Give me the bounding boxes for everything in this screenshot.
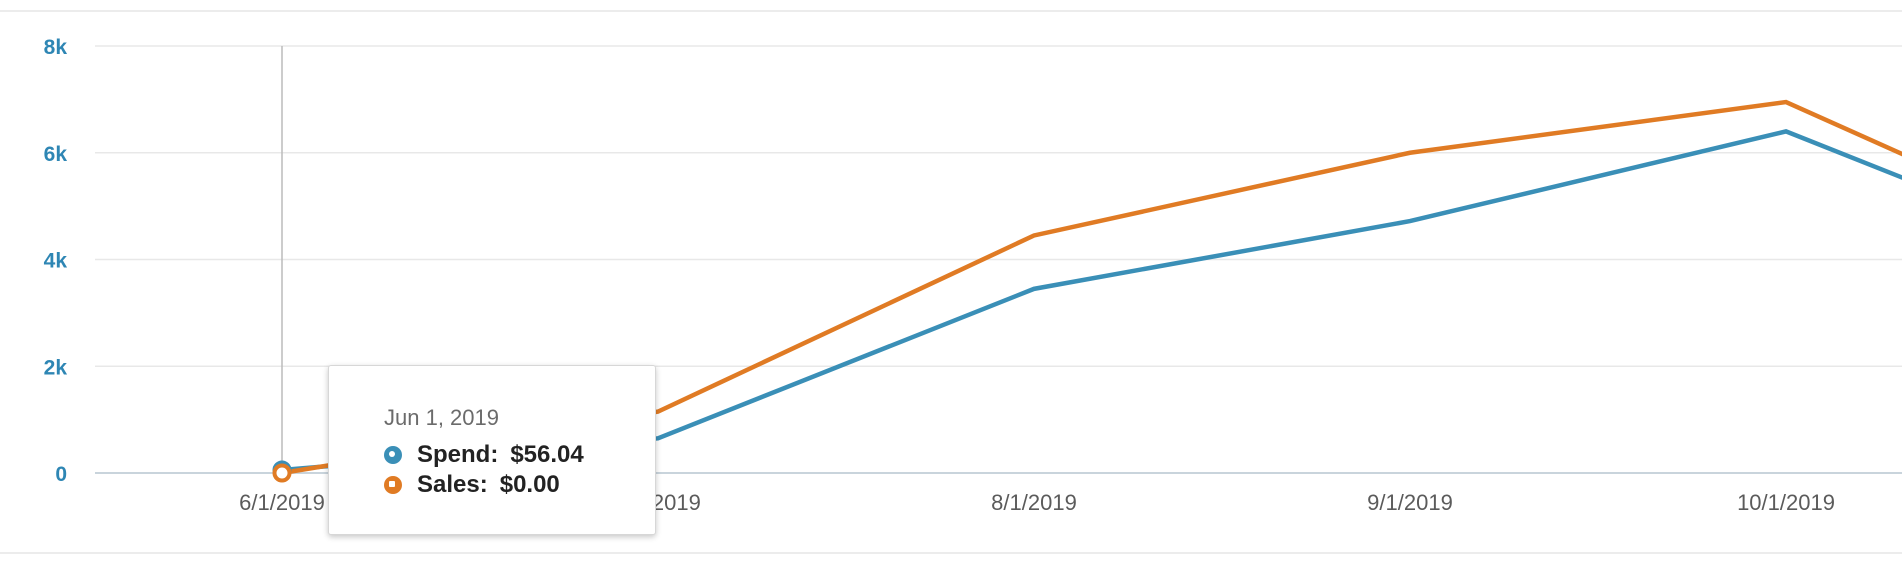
x-tick-label: 6/1/2019 [239, 490, 325, 515]
tooltip-spend-value: $56.04 [510, 441, 584, 468]
y-tick-label: 2k [44, 356, 68, 379]
tooltip-date: Jun 1, 2019 [384, 405, 499, 430]
x-tick-label: 9/1/2019 [1367, 490, 1453, 515]
spend-marker-icon [384, 446, 402, 464]
y-tick-label: 6k [44, 143, 68, 166]
tooltip-row-spend: Spend: $56.04 [384, 440, 655, 470]
tooltip-sales-value: $0.00 [499, 471, 560, 498]
tooltip-row-sales: Sales: $0.00 [384, 470, 655, 500]
x-tick-label: 10/1/2019 [1737, 490, 1835, 515]
hover-tooltip: Jun 1, 2019 Spend: $56.04 Sales: $0.00 [328, 365, 656, 535]
hover-marker-sales [272, 463, 292, 483]
x-tick-label: 8/1/2019 [991, 490, 1077, 515]
sales-marker-icon [384, 476, 402, 494]
y-tick-label: 0 [55, 463, 67, 486]
y-tick-label: 4k [44, 250, 68, 273]
y-tick-label: 8k [44, 36, 68, 59]
tooltip-sales-label: Sales: [417, 471, 488, 498]
tooltip-spend-label: Spend: [417, 441, 499, 468]
